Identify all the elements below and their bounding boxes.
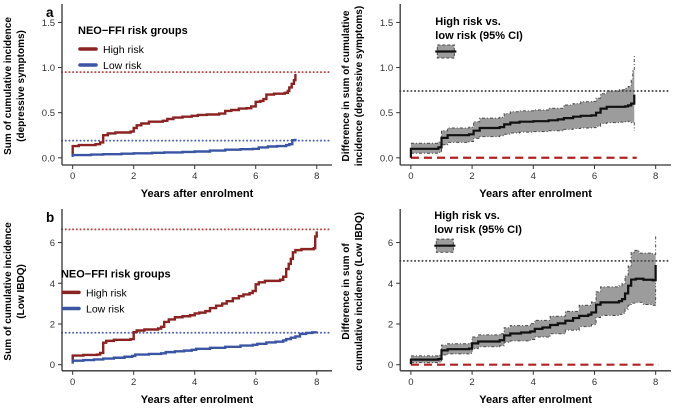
legend-item-low-risk: Low risk xyxy=(86,304,125,316)
y-tick-label: 0.5 xyxy=(380,108,393,119)
y-tick-label: 4 xyxy=(50,279,56,290)
y-tick-label: 2 xyxy=(50,319,55,330)
y-tick-label: 0.0 xyxy=(380,153,393,164)
y-tick-label: 1.0 xyxy=(380,63,393,74)
y-tick-label: 2 xyxy=(388,319,393,330)
x-axis-title: Years after enrolment xyxy=(479,188,592,200)
y-axis-title-line1: Sum of cumulative incidence xyxy=(3,17,14,155)
x-tick-label: 0 xyxy=(408,377,413,388)
x-tick-label: 4 xyxy=(192,171,197,182)
ci-band-lower-edge xyxy=(410,120,635,154)
y-tick-label: 6 xyxy=(50,238,55,249)
y-tick-label: 1.0 xyxy=(42,63,55,74)
y-axis-title-line2: (depressive symptoms) xyxy=(16,30,27,142)
y-tick-label: 0.5 xyxy=(42,108,55,119)
chart-b-difference: 0 2 4 6 8 0 2 4 6 Difference in sum of cumulativ… xyxy=(341,209,672,406)
series-line-low-risk xyxy=(71,331,318,364)
legend-ci: High risk vs. low risk (95% CI) xyxy=(435,16,523,59)
panel-a-incidence: 0 2 4 6 8 0.0 0.5 1.0 1.5 a Sum of cumulative in… xyxy=(0,0,338,205)
x-tick-label: 8 xyxy=(653,171,658,182)
x-tick-label: 4 xyxy=(531,171,536,182)
x-axis-title: Years after enrolment xyxy=(141,188,254,200)
x-tick-label: 4 xyxy=(531,377,537,388)
x-tick-label: 6 xyxy=(592,171,597,182)
legend-title-line1: High risk vs. xyxy=(435,16,501,28)
legend-ci: High risk vs. low risk (95% CI) xyxy=(434,210,522,253)
x-tick-label: 2 xyxy=(131,377,136,388)
x-tick-label: 6 xyxy=(253,377,258,388)
chart-a-incidence: 0 2 4 6 8 0.0 0.5 1.0 1.5 a Sum of cumulative in… xyxy=(3,4,333,200)
x-tick-label: 8 xyxy=(314,377,319,388)
y-tick-label: 1.5 xyxy=(42,18,55,29)
x-tick-label: 2 xyxy=(131,171,136,182)
panel-label-a: a xyxy=(46,5,54,20)
x-tick-label: 2 xyxy=(469,377,474,388)
y-axis-title-line1: Difference in sum of cumulative xyxy=(341,10,352,161)
legend-risk-groups: NEO−FFI risk groups High risk Low risk xyxy=(78,25,188,72)
y-axis-title-line1: Difference in sum of xyxy=(341,243,352,340)
x-tick-label: 0 xyxy=(70,377,75,388)
ci-band-lower-edge xyxy=(410,283,657,364)
legend-item-high-risk: High risk xyxy=(86,287,128,299)
legend-title: NEO−FFI risk groups xyxy=(78,25,188,37)
legend-title-line2: low risk (95% CI) xyxy=(434,224,522,236)
x-tick-label: 2 xyxy=(469,171,474,182)
x-tick-label: 8 xyxy=(653,377,658,388)
x-tick-label: 8 xyxy=(314,171,319,182)
legend-risk-groups: NEO−FFI risk groups High risk Low risk xyxy=(61,268,171,315)
x-tick-label: 0 xyxy=(408,171,413,182)
x-tick-label: 6 xyxy=(253,171,258,182)
series-line-high-risk-vs-low-risk-difference xyxy=(409,94,636,158)
y-axis-title-line2: (Low IBDQ) xyxy=(16,264,27,319)
panel-a-difference: 0 2 4 6 8 0.0 0.5 1.0 1.5 Difference in sum of c… xyxy=(338,0,677,205)
legend-title-line1: High risk vs. xyxy=(434,210,500,222)
y-axis-title-line2: cumulative incidence (Low IBDQ) xyxy=(354,212,365,371)
x-tick-label: 0 xyxy=(70,171,75,182)
ci-band xyxy=(410,235,656,363)
x-tick-label: 6 xyxy=(592,377,597,388)
y-tick-label: 6 xyxy=(388,238,393,249)
series-line-high-risk xyxy=(71,231,318,363)
y-tick-label: 1.5 xyxy=(380,18,393,29)
series-line-high-risk-vs-low-risk-difference xyxy=(409,264,657,365)
x-axis-title: Years after enrolment xyxy=(479,394,592,406)
series-line-low-risk xyxy=(71,138,297,157)
legend-title-line2: low risk (95% CI) xyxy=(435,30,523,42)
series-line-high-risk xyxy=(71,73,297,156)
legend-item-high-risk: High risk xyxy=(103,44,145,56)
y-tick-label: 4 xyxy=(388,279,394,290)
x-tick-label: 4 xyxy=(192,377,198,388)
y-tick-label: 0.0 xyxy=(42,153,55,164)
y-tick-label: 0 xyxy=(388,360,393,371)
y-axis-title-line1: Sum of cumulative incidence xyxy=(3,222,14,361)
chart-a-difference: 0 2 4 6 8 0.0 0.5 1.0 1.5 Difference in sum of c… xyxy=(341,4,672,200)
y-axis-title-line2: incidence (depressive symptoms) xyxy=(354,6,365,166)
legend-title: NEO−FFI risk groups xyxy=(61,268,171,280)
panel-b-difference: 0 2 4 6 8 0 2 4 6 Difference in sum of cumulativ… xyxy=(338,205,677,411)
ci-band xyxy=(410,55,635,154)
panel-label-b: b xyxy=(46,210,54,225)
x-axis-title: Years after enrolment xyxy=(141,394,254,406)
y-tick-label: 0 xyxy=(50,360,55,371)
legend-item-low-risk: Low risk xyxy=(103,60,142,72)
